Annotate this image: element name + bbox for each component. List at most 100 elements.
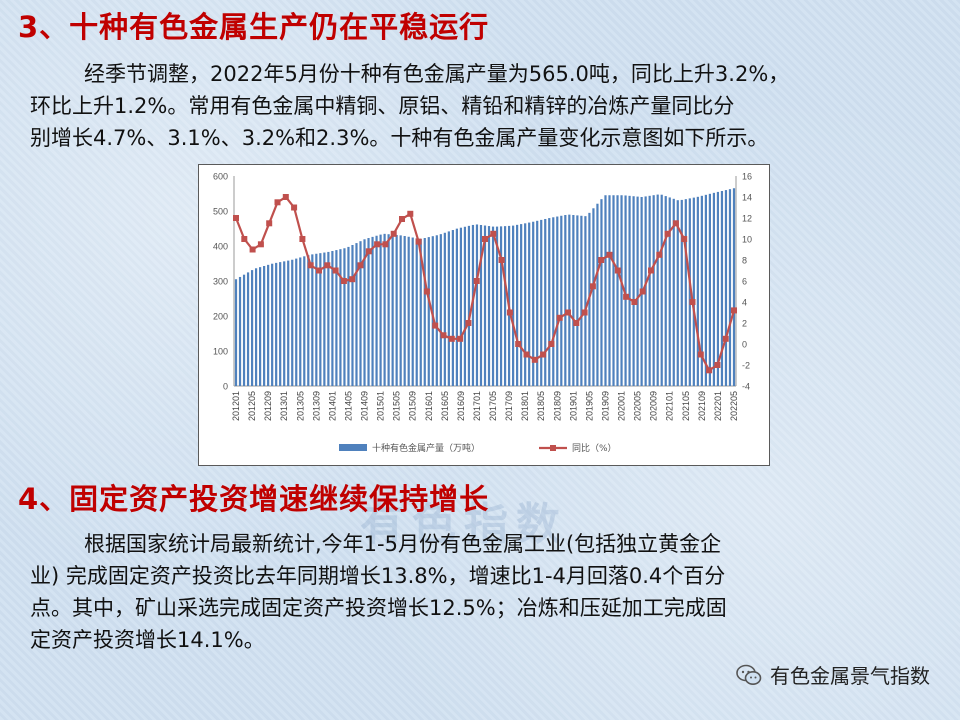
x-tick-label: 201305 [295,391,305,421]
yoy-point [639,288,646,295]
y-left-tick-label: 300 [213,277,228,287]
yoy-point [282,194,289,200]
production-bar [520,224,523,386]
production-bar [287,260,290,386]
y-right-tick-label: 12 [742,214,752,224]
yoy-point [423,288,430,295]
production-bar [271,263,274,386]
production-bar [724,190,728,386]
production-bar [548,218,551,386]
production-bar [568,214,571,386]
production-bar [415,238,418,386]
production-bar [732,188,736,386]
production-bar [259,267,262,386]
x-tick-label: 201905 [584,391,594,421]
y-right-tick-label: 10 [742,235,752,245]
production-bar [242,274,246,386]
yoy-point [681,236,688,242]
production-bar [467,225,471,386]
production-bar [636,196,639,386]
yoy-point [374,241,381,248]
production-bar [700,195,703,386]
production-bar [443,232,446,386]
production-bar [688,198,691,386]
x-tick-label: 201805 [536,391,546,421]
yoy-point [415,238,422,245]
production-bar [608,195,611,386]
production-bar [696,196,699,386]
production-bar [250,270,254,386]
x-tick-label: 201809 [552,391,562,421]
production-bar [620,195,623,386]
yoy-point [482,236,488,242]
production-bar [479,224,483,386]
production-bar [407,236,410,386]
production-bar [367,238,370,386]
yoy-point [631,299,638,305]
production-bar [371,236,374,386]
yoy-point [233,215,239,221]
y-right-tick-label: 2 [742,319,747,329]
x-tick-label: 201609 [456,391,466,421]
paragraph-line: 经季节调整，2022年5月份十种有色金属产量为565.0吨，同比上升3.2%， [84,62,790,86]
paragraph-line: 点。其中，矿山采选完成固定资产投资增长12.5%；冶炼和压延加工完成固 [30,596,727,620]
production-bar [323,252,326,386]
y-right-tick-label: 4 [742,298,747,308]
production-bar [604,195,607,386]
yoy-point [274,199,281,206]
production-bar [491,226,495,386]
production-bar [716,191,720,386]
production-bar [387,234,390,386]
yoy-point [340,278,347,284]
x-tick-label: 201909 [601,391,611,421]
x-tick-label: 202009 [649,391,659,421]
production-bar [455,228,458,386]
production-bar [283,261,286,386]
production-chart-svg: 0 100 200 300 400 500 600 -4 -2 0 2 4 6 8 10 12 14 16 2012… [213,172,752,455]
yoy-point [324,262,331,269]
production-bar [512,225,515,386]
production-bar [632,196,635,386]
yoy-point [731,307,737,314]
production-bar [556,216,559,386]
production-bar [536,220,539,386]
production-bar [343,248,346,386]
production-bar [576,215,579,386]
production-bar [704,194,707,386]
production-bar [254,268,258,386]
yoy-point [589,283,596,290]
production-bar [363,239,366,386]
yoy-point [531,356,538,363]
x-tick-label: 202001 [617,391,627,421]
y-right-tick-label: 16 [742,172,752,182]
yoy-point [316,267,322,274]
x-tick-label: 202005 [633,391,643,421]
paragraph-line: 根据国家统计局最新统计,今年1-5月份有色金属工业(包括独立黄金企 [84,532,722,556]
production-bar [315,253,318,386]
x-tick-label: 201901 [568,391,578,421]
x-tick-label: 202109 [697,391,707,421]
production-bar [275,262,278,386]
x-tick-label: 201501 [376,391,386,421]
production-bar [379,234,382,386]
yoy-point [722,335,729,342]
production-bar [564,215,567,386]
production-bar [411,237,414,386]
x-tick-label: 201209 [263,391,273,421]
production-bar [728,189,732,386]
paragraph-line: 定资产投资增长14.1%。 [30,628,265,652]
production-bar [628,195,631,386]
yoy-point [573,320,580,326]
production-bar [351,245,354,386]
production-bar [612,195,615,386]
production-bar [672,198,675,386]
x-tick-label: 201601 [424,391,434,421]
yoy-point [266,220,273,227]
x-tick-label: 202201 [713,391,723,421]
x-tick-label: 201201 [231,391,241,421]
y-right-tick-label: 8 [742,256,747,266]
production-bar [572,215,575,386]
production-bar [423,238,426,386]
production-bar [295,258,298,386]
production-bar [419,238,422,386]
